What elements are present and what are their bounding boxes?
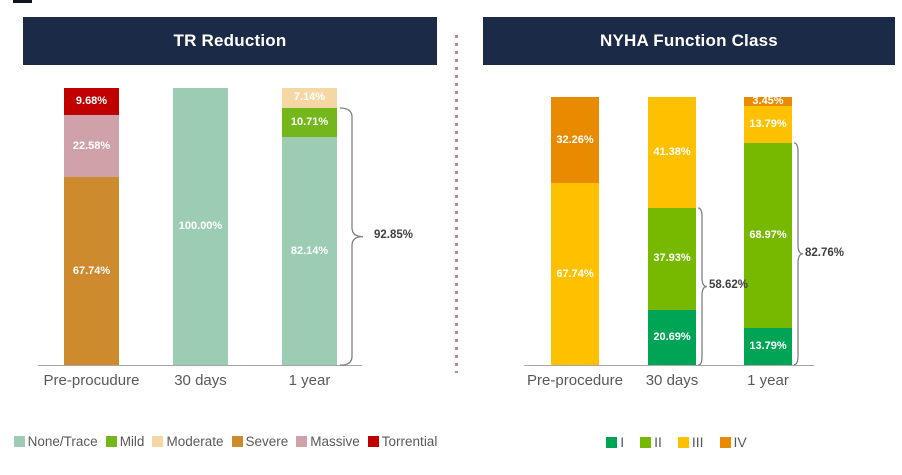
legend-label: III xyxy=(691,434,704,450)
legend: None/Trace Mild Moderate Severe Massive Torre… xyxy=(0,434,451,449)
bar-segment-label: 67.74% xyxy=(556,267,594,280)
legend-item: II xyxy=(640,434,662,450)
bar-segment: 13.79% xyxy=(744,106,792,144)
bracket-brace xyxy=(697,207,708,371)
top-edge-artifact xyxy=(13,0,32,3)
bar-segment-label: 9.68% xyxy=(75,94,108,107)
chart-title-text: TR Reduction xyxy=(173,31,287,50)
category-label: 30 days xyxy=(174,372,227,389)
bar-segment-label: 68.97% xyxy=(749,229,787,242)
bar-segment: 13.79% xyxy=(744,328,792,365)
chart-title: TR Reduction xyxy=(23,17,437,65)
bar-segment-label: 22.58% xyxy=(72,139,111,152)
legend-swatch xyxy=(640,436,652,448)
chart-tr-reduction: TR Reduction 67.74% 22.58% 9.68% Pre-procud… xyxy=(0,17,451,449)
legend-label: Severe xyxy=(245,434,289,449)
bar-segment-label: 7.14% xyxy=(293,91,326,104)
bar-segment: 9.68% xyxy=(64,88,119,115)
legend-swatch xyxy=(367,436,379,447)
legend-label: Mild xyxy=(119,434,145,449)
bar-segment: 82.14% xyxy=(282,137,337,365)
bar-segment-label: 41.38% xyxy=(653,145,691,158)
bar-segment-label: 10.71% xyxy=(290,116,329,129)
legend-item: IV xyxy=(719,434,747,450)
bracket-brace xyxy=(793,142,804,371)
bar-segment-label: 13.79% xyxy=(749,340,787,352)
bar-segment: 68.97% xyxy=(744,143,792,329)
legend-item: None/Trace xyxy=(13,434,98,449)
legend-swatch xyxy=(152,436,164,447)
legend-label: None/Trace xyxy=(27,434,98,449)
legend-item: Torrential xyxy=(367,434,438,449)
bar-segment: 10.71% xyxy=(282,107,337,138)
bar-segment: 20.69% xyxy=(648,309,696,365)
bar-segment: 67.74% xyxy=(64,177,119,365)
legend-label: Massive xyxy=(310,434,360,449)
chart-title: NYHA Function Class xyxy=(483,17,895,65)
category-label: 1 year xyxy=(288,372,331,389)
divider-dotted-line xyxy=(455,35,458,373)
legend-swatch xyxy=(13,436,25,447)
x-axis-line xyxy=(524,365,814,366)
legend-item: I xyxy=(606,434,624,450)
legend-label: Moderate xyxy=(166,434,224,449)
bar-segment: 37.93% xyxy=(648,207,696,310)
legend: I II III IV xyxy=(451,434,902,450)
bar-segment-label: 67.74% xyxy=(72,264,111,277)
legend-swatch xyxy=(677,436,689,448)
bar-segment: 7.14% xyxy=(282,88,337,108)
legend-label: II xyxy=(654,434,662,450)
legend-item: Massive xyxy=(296,434,360,449)
bar-segment-label: 32.26% xyxy=(556,133,594,146)
bar-segment: 22.58% xyxy=(64,114,119,178)
legend-swatch xyxy=(231,436,243,447)
bar-segment: 100.00% xyxy=(173,88,228,365)
bar-segment-label: 82.14% xyxy=(290,244,329,257)
bar-segment-label: 100.00% xyxy=(178,220,223,232)
bar-segment-label: 3.45% xyxy=(752,95,784,108)
legend-swatch xyxy=(606,436,618,448)
plot-area: 67.74% 22.58% 9.68% Pre-procudure 100.00% 30 … xyxy=(38,88,414,389)
bracket-label: 58.62% xyxy=(709,279,749,292)
legend-label: Torrential xyxy=(381,434,438,449)
chart-nyha-function-class: NYHA Function Class 67.74% 32.26% Pre-proc… xyxy=(451,0,902,475)
bracket-label: 92.85% xyxy=(374,229,414,242)
bracket-label: 82.76% xyxy=(805,247,845,260)
x-axis-line xyxy=(38,365,362,366)
bar-segment: 3.45% xyxy=(744,95,792,108)
bar-segment: 32.26% xyxy=(551,97,599,184)
bracket-brace xyxy=(339,107,364,371)
legend-item: Moderate xyxy=(152,434,224,449)
bar-segment-label: 13.79% xyxy=(749,118,787,131)
legend-label: IV xyxy=(733,434,747,450)
legend-item: Mild xyxy=(105,434,145,449)
bar-segment: 67.74% xyxy=(551,183,599,365)
legend-item: Severe xyxy=(231,434,289,449)
chart-title-text: NYHA Function Class xyxy=(600,31,778,50)
legend-item: III xyxy=(677,434,704,450)
category-label: 30 days xyxy=(645,372,699,389)
legend-swatch xyxy=(719,436,731,448)
bar-segment-label: 37.93% xyxy=(653,252,691,265)
category-label: Pre-procudure xyxy=(43,372,140,389)
category-label: 1 year xyxy=(747,372,789,389)
bar-segment: 41.38% xyxy=(648,97,696,208)
bar-segment-label: 20.69% xyxy=(653,330,691,343)
plot-area: 67.74% 32.26% Pre-procedure 20.69% 37.93% 41.… xyxy=(451,0,902,475)
legend-label: I xyxy=(620,434,625,450)
legend-swatch xyxy=(105,436,117,447)
category-label: Pre-procedure xyxy=(527,372,623,389)
legend-swatch xyxy=(296,436,308,447)
